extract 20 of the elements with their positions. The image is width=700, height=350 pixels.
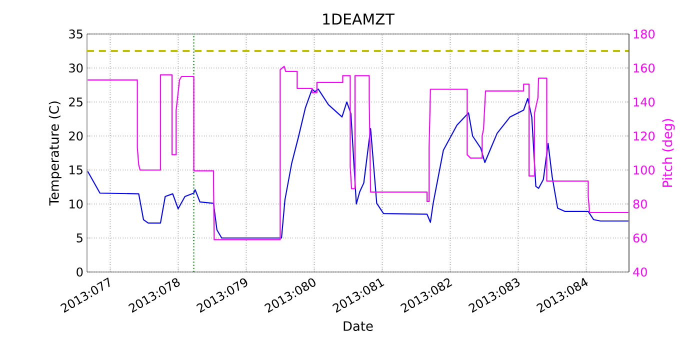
y2-tick-label: 40 [633, 267, 647, 277]
y2-axis-title: Pitch (deg) [662, 119, 675, 187]
y-axis-title: Temperature (C) [48, 101, 62, 206]
y-tick-label: 15 [70, 166, 82, 174]
y-tick-label: 0 [76, 267, 83, 277]
y2-tick-label: 100 [634, 165, 655, 175]
y2-tick-label: 80 [633, 199, 647, 209]
chart-title: 1DEAMZT [323, 14, 395, 25]
y-tick-label: 25 [69, 97, 82, 107]
y2-tick-label: 180 [634, 29, 655, 39]
y-tick-label: 5 [76, 234, 82, 242]
y-tick-label: 10 [70, 199, 83, 209]
y2-tick-label: 140 [634, 97, 655, 107]
y-tick-label: 35 [69, 29, 82, 39]
y2-tick-label: 120 [634, 131, 655, 141]
y2-tick-label: 160 [634, 63, 655, 73]
y-tick-label: 20 [69, 131, 83, 141]
y2-tick-label: 60 [633, 233, 647, 243]
y-tick-label: 30 [69, 63, 83, 73]
x-axis-title: Date [344, 321, 373, 331]
